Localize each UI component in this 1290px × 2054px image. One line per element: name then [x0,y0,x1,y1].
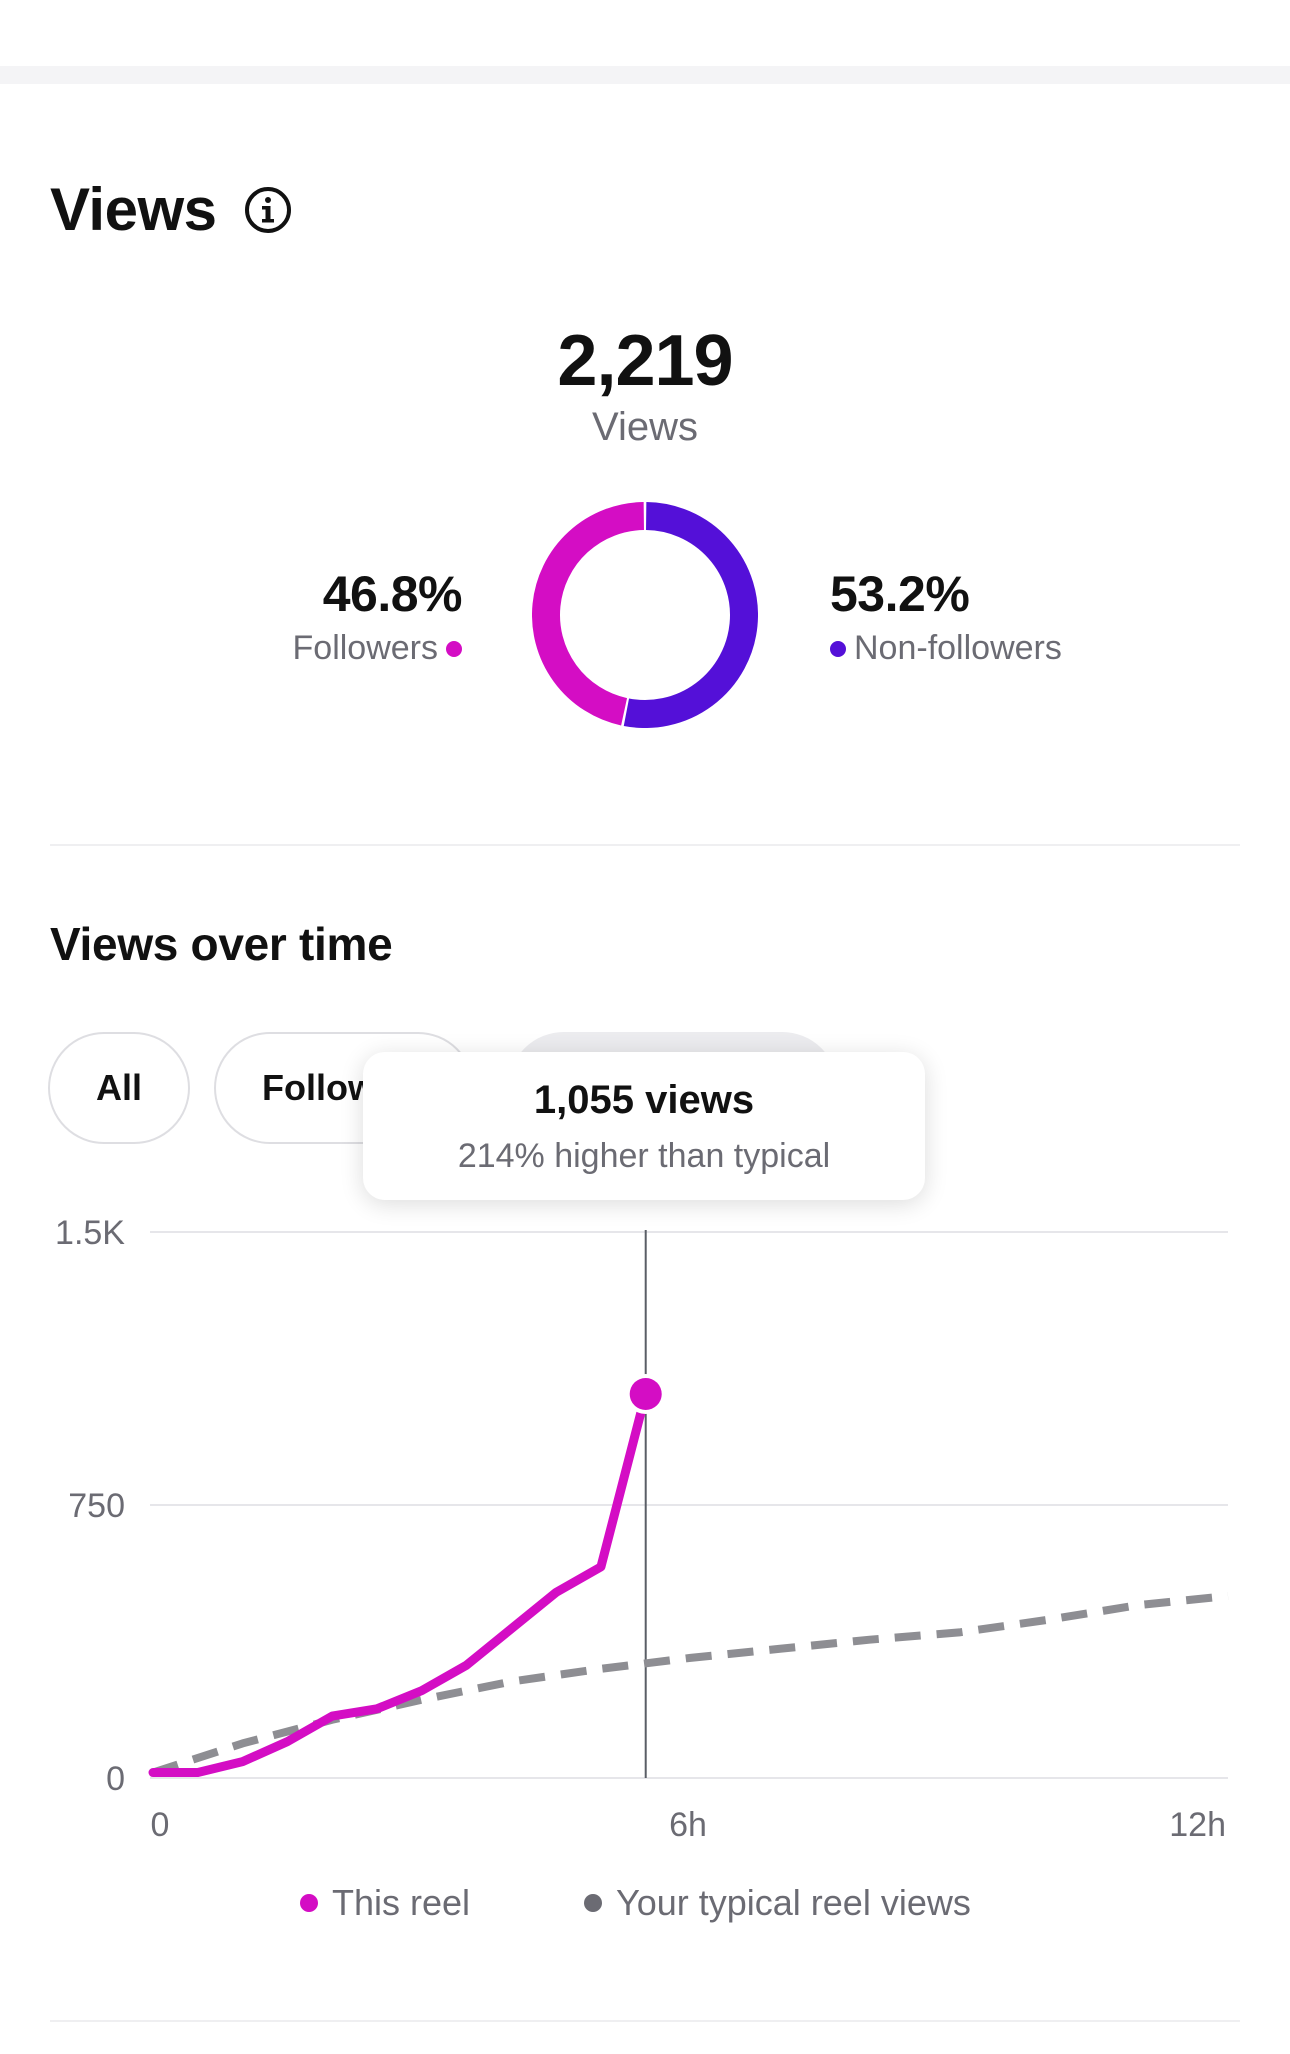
legend-reel-dot [300,1894,318,1912]
tooltip-comparison: 214% higher than typical [457,1137,831,1175]
views-over-time-chart[interactable]: 0 750 1.5K 0 6h 12h [0,1200,1290,1900]
series-line-this-reel [148,1389,651,1778]
donut-slice-non-followers [623,502,758,728]
non-followers-label: Non-followers [854,629,1062,667]
followers-label: Followers [292,629,438,667]
series-line-typical [151,1592,1229,1777]
non-followers-dot [830,640,846,657]
divider-bottom [50,2020,1240,2022]
legend-this-reel: This reel [300,1882,470,1924]
section-separator [0,66,1290,84]
divider [50,844,1240,846]
highlight-point[interactable] [629,1377,662,1410]
legend-typical-label: Your typical reel views [616,1882,971,1923]
info-circle-icon[interactable] [243,185,293,235]
y-tick-label: 750 [68,1487,125,1525]
views-header: Views [50,175,293,244]
legend-typical-dot [584,1894,602,1912]
filter-chip-all[interactable]: All [48,1032,190,1144]
non-followers-stat: 53.2% Non-followers [830,565,1062,668]
views-donut-chart [532,502,758,728]
followers-dot [446,640,462,657]
top-bar [0,0,1290,66]
y-tick-label: 1.5K [55,1214,125,1252]
x-tick-label: 0 [151,1806,170,1844]
x-tick-label: 12h [1169,1806,1226,1844]
non-followers-percent: 53.2% [830,566,970,622]
chart-tooltip: 1,055 views 214% higher than typical [363,1052,925,1200]
legend-reel-label: This reel [332,1882,471,1923]
y-tick-label: 0 [106,1760,125,1798]
chart-legend: This reel Your typical reel views [0,1882,1290,1932]
donut-slice-followers [532,502,645,726]
followers-label-row: Followers [293,629,462,668]
total-views-value: 2,219 [557,321,733,401]
followers-stat: 46.8% Followers [293,565,463,668]
views-over-time-title: Views over time [50,918,393,970]
tooltip-views: 1,055 views [533,1078,755,1122]
legend-typical-views: Your typical reel views [584,1882,971,1924]
views-title: Views [50,176,217,243]
total-views-label: Views [592,405,698,449]
x-tick-label: 6h [669,1806,707,1844]
non-followers-label-row: Non-followers [830,629,1062,668]
followers-percent: 46.8% [322,566,463,622]
